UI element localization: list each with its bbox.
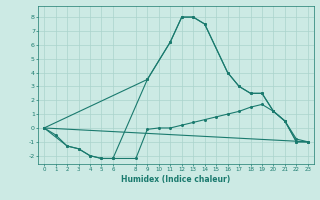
- X-axis label: Humidex (Indice chaleur): Humidex (Indice chaleur): [121, 175, 231, 184]
